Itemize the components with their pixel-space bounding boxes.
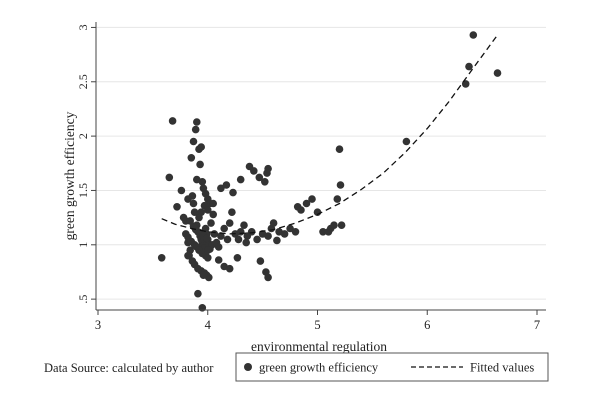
data-point <box>189 137 198 146</box>
data-point <box>204 246 212 254</box>
data-point <box>214 243 223 251</box>
data-point <box>194 289 202 298</box>
data-point <box>233 253 242 262</box>
data-point <box>191 125 200 134</box>
data-point <box>236 175 245 184</box>
data-point <box>264 164 272 173</box>
data-point <box>199 271 208 280</box>
data-point <box>193 175 201 184</box>
data-point <box>168 117 177 125</box>
x-tick-label: 5 <box>314 318 320 332</box>
data-point <box>264 273 272 282</box>
x-tick-label: 3 <box>95 318 101 332</box>
data-point <box>297 206 305 214</box>
data-point <box>250 167 258 175</box>
data-point <box>189 199 198 208</box>
data-point <box>247 228 256 236</box>
data-point <box>253 235 261 244</box>
data-point <box>190 208 199 216</box>
data-point <box>333 195 342 203</box>
y-tick-label: .5 <box>76 295 90 304</box>
data-point <box>240 221 248 229</box>
data-point <box>217 184 225 193</box>
data-point <box>207 219 215 227</box>
data-point <box>335 145 344 153</box>
data-point <box>234 235 243 244</box>
x-axis-title: environmental regulation <box>251 339 387 354</box>
y-tick-label: 1 <box>76 242 90 248</box>
data-point <box>402 137 411 146</box>
fitted-line <box>161 34 499 235</box>
data-point <box>465 62 473 71</box>
data-point <box>337 221 346 229</box>
gridlines <box>96 26 546 300</box>
data-point <box>330 221 338 229</box>
data-point <box>264 232 272 240</box>
data-point <box>210 230 219 238</box>
data-point <box>255 173 264 182</box>
data-point <box>336 181 345 189</box>
data-point <box>173 203 181 211</box>
y-axis-title: green growth efficiency <box>62 111 77 240</box>
data-point <box>324 228 333 236</box>
data-point <box>184 251 192 260</box>
data-point <box>308 195 316 203</box>
data-point <box>256 257 265 265</box>
data-point <box>236 228 245 236</box>
y-tick-label: 1.5 <box>76 183 90 198</box>
data-point <box>242 238 250 247</box>
data-point <box>217 232 225 240</box>
legend-label-points: green growth efficiency <box>259 361 379 375</box>
data-point <box>197 143 205 151</box>
plot-series <box>157 31 502 312</box>
x-tick-label: 7 <box>534 318 540 332</box>
source-note: Data Source: calculated by author <box>44 361 214 375</box>
y-tick-label: 2.5 <box>76 74 90 89</box>
data-point <box>220 224 228 233</box>
data-point <box>214 256 223 264</box>
x-tick-label: 4 <box>205 318 212 332</box>
data-point <box>302 199 311 208</box>
legend-box <box>235 352 549 382</box>
axes <box>95 22 546 311</box>
data-point <box>469 31 478 39</box>
legend: green growth efficiency Fitted values <box>235 352 549 382</box>
data-point <box>225 264 234 273</box>
data-point <box>493 69 502 77</box>
y-tick-label: 2 <box>76 133 90 139</box>
data-point <box>228 208 236 216</box>
data-point <box>196 160 204 169</box>
data-point <box>197 208 205 216</box>
data-point <box>225 219 234 227</box>
data-point <box>273 236 281 245</box>
data-point <box>209 210 217 219</box>
data-point <box>187 154 196 162</box>
x-tick-label: 6 <box>424 318 430 332</box>
data-point <box>222 181 231 189</box>
tick-labels: .5 1 1.5 2 2.5 3 3 4 5 6 7 <box>76 24 540 332</box>
data-point <box>157 253 166 262</box>
data-point <box>202 234 211 243</box>
data-point <box>291 228 300 236</box>
legend-point-marker <box>244 363 252 371</box>
data-point <box>165 173 174 182</box>
data-point <box>204 253 212 262</box>
data-point <box>280 230 289 238</box>
data-point <box>193 118 201 126</box>
data-point <box>209 199 217 208</box>
data-point <box>177 186 186 195</box>
data-point <box>223 235 232 244</box>
data-point <box>269 219 278 227</box>
legend-label-fit: Fitted values <box>470 361 534 375</box>
y-tick-label: 3 <box>76 24 90 30</box>
data-point <box>184 195 192 203</box>
data-point <box>204 206 212 214</box>
data-point <box>261 178 269 186</box>
data-point <box>319 228 327 236</box>
data-point <box>229 188 237 197</box>
